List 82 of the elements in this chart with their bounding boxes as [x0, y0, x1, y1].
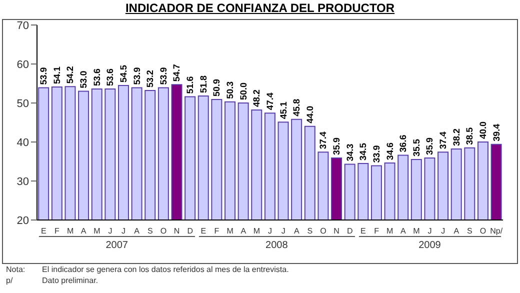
- text: 2008: [264, 240, 289, 251]
- data-label: 40.0: [478, 121, 488, 139]
- data-label: 44.0: [304, 106, 315, 124]
- data-label: 38.5: [464, 127, 475, 145]
- x-tick-label: F: [54, 226, 60, 236]
- x-tick-label: M: [386, 226, 394, 236]
- x-tick-label: M: [226, 226, 234, 236]
- data-label: 53.0: [78, 70, 89, 88]
- x-tick-label: M: [66, 226, 74, 236]
- data-label: 54.7: [172, 64, 182, 82]
- data-label: 45.1: [278, 102, 288, 120]
- data-label: 35.9: [424, 137, 435, 155]
- x-tick-label: Np/: [490, 226, 504, 236]
- data-label: 36.6: [398, 134, 408, 152]
- x-tick-label: N: [174, 226, 180, 236]
- x-tick-label: O: [480, 226, 486, 236]
- x-tick-label: M: [94, 226, 101, 236]
- y-tick-label: 40: [16, 136, 29, 149]
- x-tick-label: A: [294, 226, 300, 236]
- x-tick-label: A: [80, 226, 87, 236]
- data-label: 50.9: [212, 78, 222, 96]
- x-tick-label: M: [253, 226, 260, 236]
- data-label: 34.5: [358, 142, 368, 160]
- x-tick-label: J: [108, 226, 112, 236]
- x-tick-label: D: [187, 226, 194, 236]
- x-tick-label: E: [360, 226, 366, 236]
- data-label: 48.2: [252, 89, 262, 108]
- data-label: 35.9: [332, 137, 342, 155]
- x-tick-label: F: [214, 226, 220, 236]
- x-tick-label: O: [320, 226, 326, 236]
- data-label: 53.2: [145, 70, 156, 88]
- text: 2009: [418, 240, 442, 251]
- data-label: 35.5: [411, 139, 422, 157]
- text: Nota: El indicador se genera con los datos referidos al mes de la entrevista.: [6, 265, 289, 274]
- x-tick-label: N: [334, 226, 340, 236]
- x-tick-label: J: [268, 226, 272, 236]
- x-tick-label: J: [122, 226, 126, 236]
- chart-title: INDICADOR DE CONFIANZA DEL PRODUCTOR: [124, 1, 396, 15]
- data-label: 54.5: [118, 64, 128, 82]
- text: 2007: [104, 240, 129, 251]
- x-tick-label: A: [134, 226, 140, 236]
- x-tick-label: A: [240, 226, 247, 236]
- x-tick-label: S: [307, 226, 313, 236]
- data-label: 34.6: [384, 142, 395, 160]
- data-label: 37.4: [318, 132, 328, 150]
- x-tick-label: J: [441, 226, 446, 236]
- data-label: 50.3: [225, 81, 235, 99]
- data-label: 53.6: [105, 68, 116, 86]
- x-tick-label: E: [40, 226, 46, 236]
- x-tick-label: O: [160, 226, 167, 236]
- y-tick-label: 60: [16, 58, 29, 71]
- data-label: 51.6: [185, 76, 196, 94]
- y-tick-label: 70: [16, 20, 29, 32]
- x-tick-label: J: [281, 226, 286, 236]
- data-label: 39.4: [491, 124, 502, 142]
- x-tick-label: F: [374, 226, 380, 236]
- data-label: 51.8: [198, 75, 208, 93]
- y-tick-label: 30: [16, 176, 29, 188]
- data-label: 53.6: [92, 68, 102, 86]
- data-label: 38.2: [451, 128, 462, 146]
- y-tick-label: 20: [16, 214, 29, 227]
- x-tick-label: J: [428, 226, 432, 236]
- data-label: 54.1: [52, 66, 62, 84]
- data-label: 47.4: [264, 92, 275, 110]
- x-tick-label: M: [413, 226, 420, 236]
- data-label: 53.9: [38, 67, 49, 85]
- x-tick-label: A: [454, 226, 460, 236]
- x-tick-label: S: [467, 226, 472, 236]
- data-label: 54.2: [65, 66, 76, 84]
- x-tick-label: S: [148, 226, 153, 236]
- data-label: 45.8: [292, 98, 302, 116]
- x-tick-label: A: [400, 226, 406, 236]
- x-tick-label: D: [346, 226, 353, 236]
- data-label: 37.4: [438, 132, 448, 150]
- data-label: 53.9: [132, 67, 142, 85]
- data-label: 34.3: [344, 144, 355, 162]
- data-label: 33.9: [371, 145, 382, 163]
- text: p/ Dato preliminar.: [6, 276, 98, 285]
- x-tick-label: E: [200, 226, 206, 236]
- data-label: 53.9: [158, 67, 168, 85]
- data-label: 50.0: [238, 82, 248, 100]
- y-tick-label: 50: [16, 98, 29, 110]
